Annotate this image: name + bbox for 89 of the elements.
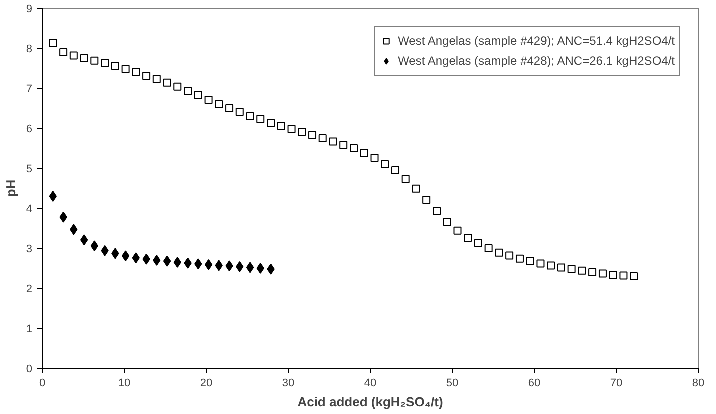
point: [547, 262, 556, 270]
x-tick-label: 40: [364, 378, 377, 390]
y-tick-label: 4: [26, 204, 33, 216]
point: [350, 144, 358, 152]
point: [174, 257, 182, 268]
point: [277, 122, 286, 130]
point: [267, 119, 276, 128]
point: [90, 56, 99, 65]
point: [381, 160, 390, 168]
y-tick-label: 2: [26, 284, 33, 296]
point: [454, 226, 462, 235]
x-tick-label: 30: [282, 378, 295, 390]
x-tick-label: 60: [528, 378, 541, 390]
point: [49, 191, 57, 202]
point: [246, 112, 254, 120]
point: [122, 250, 130, 262]
y-tick-label: 5: [26, 164, 33, 176]
point: [226, 104, 234, 112]
point: [464, 234, 472, 242]
point: [609, 271, 618, 280]
y-axis-title: pH: [3, 180, 18, 198]
point: [506, 252, 514, 260]
point: [80, 54, 88, 62]
point: [536, 260, 545, 268]
x-axis-title: Acid added (kgH₂SO₄/t): [298, 394, 444, 410]
point: [60, 48, 68, 56]
point: [620, 272, 628, 280]
point: [495, 248, 504, 257]
point: [163, 78, 172, 87]
point: [163, 256, 172, 267]
point: [443, 218, 452, 226]
point: [402, 175, 410, 184]
y-tick-label: 0: [26, 364, 33, 376]
point: [422, 196, 431, 204]
point: [246, 262, 254, 274]
point: [578, 266, 586, 275]
point: [370, 154, 379, 162]
point: [298, 128, 306, 136]
y-tick-label: 8: [26, 44, 33, 56]
point: [329, 138, 338, 146]
point: [340, 141, 348, 150]
point: [557, 264, 566, 272]
y-tick-label: 1: [26, 324, 33, 336]
point: [598, 270, 607, 278]
legend-label: West Angelas (sample #428); ANC=26.1 kgH2SO4/t: [398, 54, 675, 68]
point: [215, 100, 224, 108]
point: [412, 184, 420, 193]
point: [318, 134, 327, 142]
x-tick-label: 10: [118, 378, 131, 390]
point: [152, 75, 161, 84]
point: [516, 254, 524, 263]
point: [474, 239, 482, 248]
y-tick-label: 6: [26, 124, 33, 136]
point: [568, 265, 576, 274]
x-tick-label: 0: [39, 378, 46, 390]
y-tick-label: 9: [26, 4, 33, 16]
point: [49, 39, 58, 48]
point: [184, 87, 192, 96]
point: [204, 259, 213, 270]
point: [111, 62, 120, 70]
point: [256, 115, 265, 124]
x-tick-label: 80: [692, 378, 705, 390]
point: [122, 65, 130, 74]
point: [70, 52, 78, 60]
point: [101, 59, 110, 68]
x-tick-label: 70: [610, 378, 623, 390]
point: [174, 82, 182, 91]
point: [526, 257, 534, 266]
point: [630, 272, 638, 280]
point: [236, 108, 244, 116]
point: [484, 244, 493, 252]
point: [153, 255, 161, 266]
x-tick-label: 50: [446, 378, 459, 390]
point: [80, 234, 88, 246]
point: [204, 96, 213, 104]
legend-label: West Angelas (sample #429); ANC=51.4 kgH2SO4/t: [398, 34, 675, 48]
x-tick-label: 20: [200, 378, 213, 390]
point: [142, 72, 151, 80]
point: [132, 68, 140, 76]
point: [433, 207, 441, 216]
point: [194, 91, 202, 100]
point: [256, 263, 264, 274]
y-tick-label: 3: [26, 244, 33, 256]
point: [588, 268, 597, 276]
point: [392, 166, 400, 174]
point: [288, 125, 296, 134]
point: [360, 149, 368, 158]
y-tick-label: 7: [26, 84, 33, 96]
point: [308, 131, 317, 140]
